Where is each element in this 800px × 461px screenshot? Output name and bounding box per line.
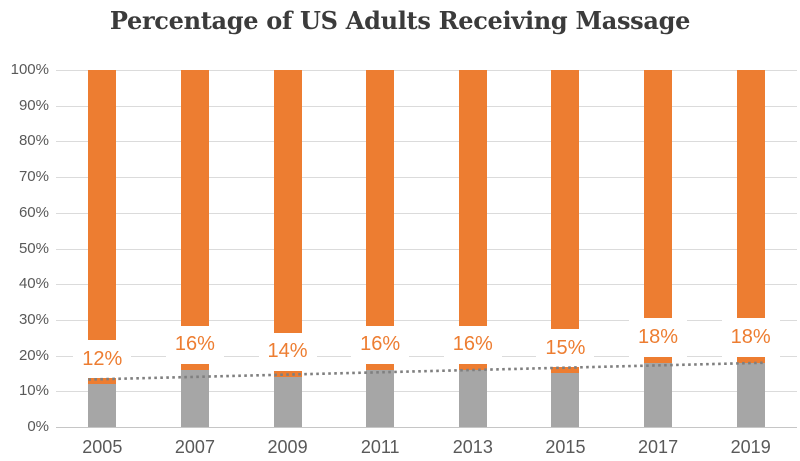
x-axis-tick-label: 2005 <box>82 437 123 457</box>
bar-data-label: 16% <box>174 333 215 356</box>
x-axis-tick-label: 2007 <box>174 437 215 457</box>
y-axis-tick-label: 60% <box>18 203 49 221</box>
bar-data-label: 18% <box>638 326 679 349</box>
x-axis-tick-label: 2015 <box>545 437 586 457</box>
bar-orange-segment <box>644 70 673 363</box>
bar-orange-segment <box>458 70 487 370</box>
gridline <box>56 105 797 107</box>
x-axis-tick-label: 2009 <box>267 437 308 457</box>
bar-orange-segment <box>88 70 117 385</box>
y-axis-tick-label: 80% <box>18 132 49 150</box>
gridline <box>56 212 797 214</box>
y-axis-tick-label: 10% <box>18 382 49 400</box>
gridline <box>56 284 797 286</box>
data-label-background <box>165 325 224 364</box>
y-axis-tick-label: 40% <box>18 275 49 293</box>
gridline <box>56 141 797 143</box>
data-label-background <box>443 325 502 364</box>
x-axis-tick-label: 2013 <box>452 437 493 457</box>
bar-orange-segment <box>551 70 580 374</box>
gridline <box>56 248 797 250</box>
y-axis-tick-label: 90% <box>18 96 49 114</box>
gridline <box>56 177 797 179</box>
x-axis-tick-label: 2019 <box>730 437 771 457</box>
bar-data-label: 16% <box>360 333 401 356</box>
x-axis-tick-label: 2017 <box>638 437 679 457</box>
data-label-background <box>629 318 688 357</box>
bar-data-label: 18% <box>730 326 771 349</box>
data-label-background <box>536 329 595 368</box>
data-label-background <box>258 332 317 371</box>
bar-gray-segment <box>273 377 302 427</box>
y-axis-tick-label: 0% <box>27 418 49 435</box>
y-axis-tick-label: 20% <box>18 346 49 364</box>
chart-title: Percentage of US Adults Receiving Massag… <box>109 6 691 35</box>
bar-orange-segment <box>273 70 302 378</box>
bar-gray-segment <box>458 369 487 427</box>
bar-gray-segment <box>366 369 395 427</box>
data-label-background <box>351 325 410 364</box>
bar-gray-segment <box>88 384 117 427</box>
x-axis-line <box>56 427 797 428</box>
bar-data-label: 15% <box>545 336 586 359</box>
bar-data-label: 14% <box>267 340 308 363</box>
bar-orange-segment <box>366 70 395 370</box>
data-label-background <box>73 339 132 379</box>
y-axis-tick-label: 30% <box>18 310 49 328</box>
gridline <box>56 319 797 321</box>
bar-gray-segment <box>736 362 765 427</box>
gridline <box>56 70 797 71</box>
y-axis-tick-label: 50% <box>18 239 49 257</box>
bar-orange-segment <box>736 70 765 363</box>
y-axis-tick-label: 70% <box>18 168 49 186</box>
data-label-background <box>721 318 780 357</box>
bar-data-label: 12% <box>82 347 123 370</box>
x-axis-tick-label: 2011 <box>360 437 400 457</box>
y-axis-tick-label: 100% <box>10 61 49 78</box>
bar-orange-segment <box>180 70 209 370</box>
gridline <box>56 391 797 393</box>
bar-gray-segment <box>644 362 673 427</box>
bar-gray-segment <box>180 369 209 427</box>
bar-gray-segment <box>551 373 580 427</box>
bar-data-label: 16% <box>452 333 493 356</box>
gridline <box>56 355 797 357</box>
